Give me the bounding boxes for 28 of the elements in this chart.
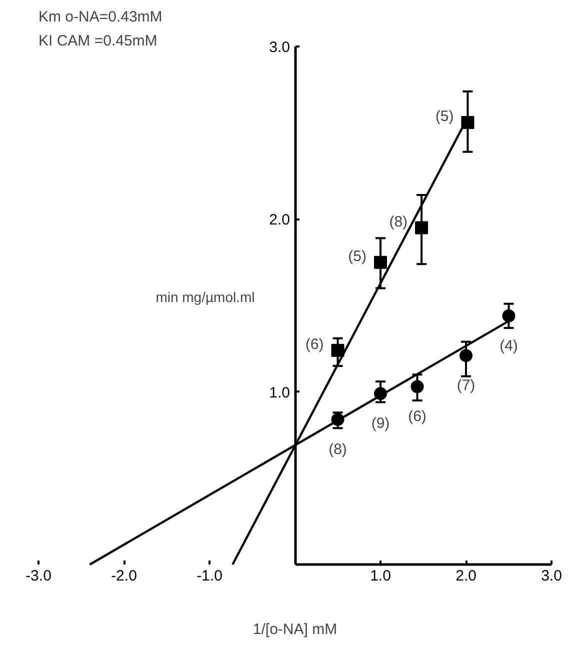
point: [410, 380, 424, 394]
y-tick-label: 2.0: [269, 212, 290, 229]
point: [502, 309, 516, 322]
point: [460, 349, 472, 362]
x-axis-title: 1/[o-NA] mM: [252, 621, 338, 638]
annotation: (5): [435, 108, 454, 125]
point: [374, 256, 387, 269]
x-tick-label: 3.0: [541, 568, 562, 584]
annotation: (7): [456, 377, 476, 394]
annotation: (8): [389, 213, 408, 230]
x-tick-label: 2.0: [456, 568, 476, 584]
x-tick-label: 1.0: [370, 568, 391, 584]
annotation: (8): [328, 440, 347, 458]
x-tick-label: -2.0: [111, 568, 137, 584]
annotation: (4): [500, 337, 518, 354]
annotation: (6): [408, 408, 426, 426]
y-tick-label: 1.0: [269, 384, 290, 402]
y-axis-title: min mg/µmol.ml: [156, 288, 255, 305]
x-tick-label: -3.0: [26, 568, 52, 584]
annotation: (5): [348, 248, 367, 265]
point: [415, 221, 428, 234]
text: Km o-NA=0.43mM: [38, 8, 162, 26]
annotation: (6): [305, 336, 324, 353]
x-tick-label: -1.0: [196, 568, 222, 584]
y-tick-label: 3.0: [269, 39, 290, 56]
annotation: KI CAM =0.45mM: [38, 32, 158, 50]
annotation: (9): [371, 415, 390, 432]
point: [331, 344, 344, 357]
